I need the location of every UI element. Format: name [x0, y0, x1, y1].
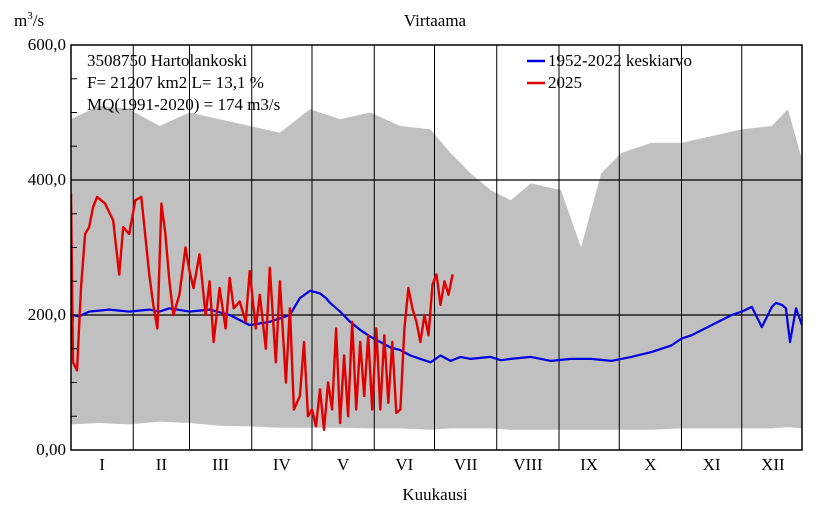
grid-lines — [71, 45, 802, 450]
month-label: XI — [703, 455, 721, 474]
y-tick-label: 0,00 — [36, 440, 66, 459]
month-label: VI — [395, 455, 413, 474]
legend-label-2025: 2025 — [548, 73, 582, 92]
y-tick-label: 600,0 — [28, 35, 66, 54]
historical-range-band — [71, 105, 802, 430]
chart-title: Virtaama — [404, 11, 467, 30]
info-line-area: F= 21207 km2 L= 13,1 % — [87, 73, 264, 92]
series-mean-line — [71, 289, 802, 364]
info-line-mq: MQ(1991-2020) = 174 m3/s — [87, 95, 280, 114]
month-label: IX — [580, 455, 598, 474]
month-label: I — [99, 455, 105, 474]
month-label: III — [212, 455, 229, 474]
x-axis-label: Kuukausi — [402, 485, 467, 504]
info-line-station: 3508750 Hartolankoski — [87, 51, 247, 70]
month-label: VIII — [513, 455, 543, 474]
month-label: V — [337, 455, 350, 474]
y-axis: 0,00 200,0 400,0 600,0 — [28, 35, 77, 459]
legend-label-mean: 1952-2022 keskiarvo — [548, 51, 692, 70]
month-label: IV — [273, 455, 292, 474]
x-axis: I II III IV V VI VII VIII IX X XI XII — [99, 455, 785, 474]
month-label: X — [644, 455, 656, 474]
month-label: II — [156, 455, 168, 474]
legend: 1952-2022 keskiarvo 2025 — [527, 51, 692, 92]
series-2025-line — [71, 193, 454, 431]
month-label: XII — [761, 455, 785, 474]
month-label: VII — [454, 455, 478, 474]
y-axis-unit: m3/s — [14, 10, 44, 30]
y-tick-label: 200,0 — [28, 305, 66, 324]
y-tick-label: 400,0 — [28, 170, 66, 189]
info-box: 3508750 Hartolankoski F= 21207 km2 L= 13… — [87, 51, 280, 114]
